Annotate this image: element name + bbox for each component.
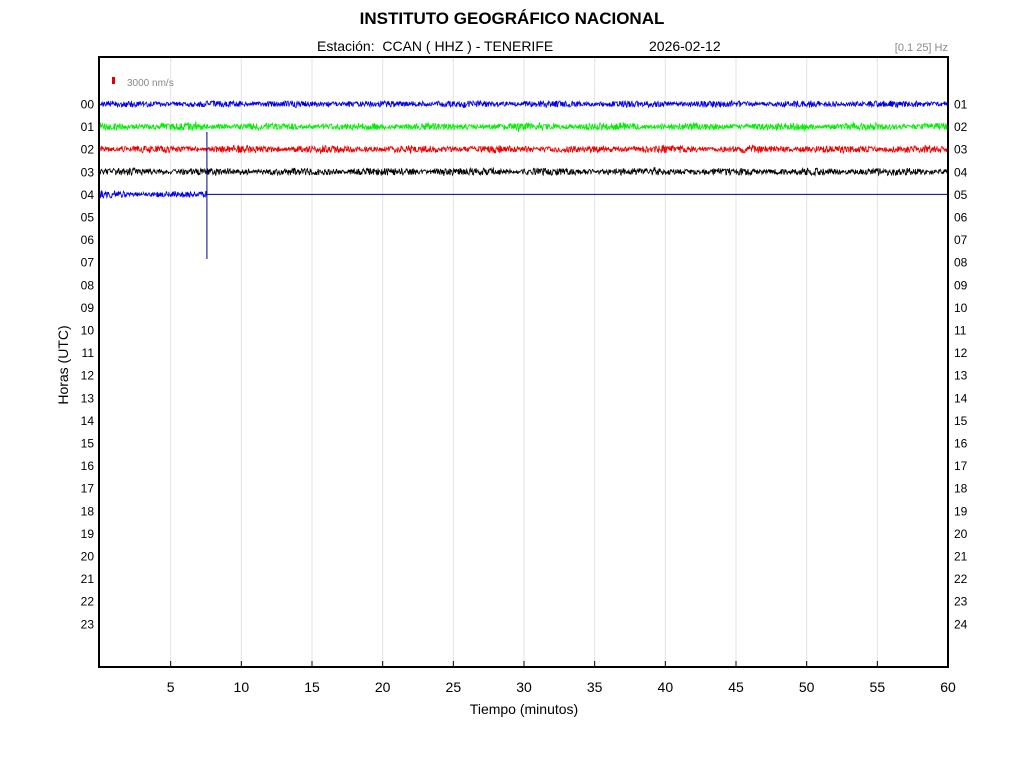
- x-tick-label: 55: [870, 679, 886, 695]
- y-right-tick-label: 03: [954, 143, 968, 157]
- y-right-tick-label: 23: [954, 595, 968, 609]
- y-left-tick-label: 03: [81, 165, 95, 179]
- x-tick-label: 50: [799, 679, 815, 695]
- y-left-tick-label: 00: [81, 98, 95, 112]
- x-tick-label: 40: [658, 679, 674, 695]
- y-right-tick-label: 20: [954, 527, 968, 541]
- page-title: INSTITUTO GEOGRÁFICO NACIONAL: [359, 9, 665, 28]
- grid-lines: [170, 58, 878, 666]
- x-tick-label: 15: [304, 679, 320, 695]
- y-left-tick-label: 23: [81, 617, 95, 631]
- y-right-tick-label: 24: [954, 617, 968, 631]
- y-right-tick-label: 13: [954, 369, 968, 383]
- y-left-tick-label: 16: [81, 459, 95, 473]
- y-left-tick-label: 08: [81, 278, 95, 292]
- trace-hour-4: [99, 189, 208, 200]
- y-left-tick-label: 17: [81, 482, 95, 496]
- scale-bar-label: 3000 nm/s: [127, 78, 174, 89]
- x-tick-label: 30: [516, 679, 532, 695]
- y-right-tick-label: 14: [954, 391, 968, 405]
- y-left-tick-label: 12: [81, 369, 95, 383]
- y-left-tick-label: 05: [81, 211, 95, 225]
- y-left-tick-label: 10: [81, 324, 95, 338]
- trace-hour-2: [99, 144, 949, 155]
- current-time-marker: [206, 132, 948, 259]
- y-right-tick-label: 02: [954, 120, 968, 134]
- y-left-tick-label: 15: [81, 437, 95, 451]
- station-label: Estación: CCAN ( HHZ ) - TENERIFE: [317, 38, 554, 54]
- y-left-tick-label: 13: [81, 391, 95, 405]
- y-right-tick-label: 08: [954, 256, 968, 270]
- y-right-tick-label: 04: [954, 165, 968, 179]
- y-right-tick-label: 16: [954, 437, 968, 451]
- x-tick-label: 20: [375, 679, 391, 695]
- y-left-tick-label: 02: [81, 143, 95, 157]
- y-left-tick-label: 06: [81, 233, 95, 247]
- y-right-tick-label: 07: [954, 233, 968, 247]
- y-right-tick-label: 05: [954, 188, 968, 202]
- x-tick-label: 60: [940, 679, 956, 695]
- y-right-tick-label: 06: [954, 211, 968, 225]
- y-right-tick-label: 17: [954, 459, 968, 473]
- x-tick-label: 5: [167, 679, 175, 695]
- y-right-tick-label: 10: [954, 301, 968, 315]
- y-right-tick-label: 09: [954, 278, 968, 292]
- y-left-tick-label: 01: [81, 120, 95, 134]
- trace-hour-3: [99, 166, 949, 177]
- plot-frame: [98, 56, 949, 668]
- y-left-tick-label: 07: [81, 256, 95, 270]
- y-axis-title: Horas (UTC): [55, 325, 71, 404]
- y-left-tick-label: 11: [82, 346, 95, 360]
- y-right-tick-label: 21: [954, 550, 968, 564]
- y-right-tick-label: 01: [954, 98, 968, 112]
- seismogram-traces: [99, 99, 949, 200]
- y-axis-right-labels: 01 02 03 04 05 06 07 08 09 10 11 12 13 14 15 16 17 18 19 20…: [954, 98, 968, 632]
- x-tick-label: 35: [587, 679, 603, 695]
- y-right-tick-label: 19: [954, 504, 968, 518]
- y-right-tick-label: 18: [954, 482, 968, 496]
- y-right-tick-label: 12: [954, 346, 968, 360]
- y-right-tick-label: 22: [954, 572, 968, 586]
- y-left-tick-label: 14: [81, 414, 95, 428]
- y-axis-left-labels: 00 01 02 03 04 05 06 07 08 09 10 11 12 13 14 15 16 17 18 19…: [81, 98, 95, 632]
- x-axis-title: Tiempo (minutos): [470, 701, 578, 717]
- y-right-tick-label: 15: [954, 414, 968, 428]
- y-left-tick-label: 04: [81, 188, 95, 202]
- y-left-tick-label: 19: [81, 527, 95, 541]
- x-tick-label: 45: [728, 679, 744, 695]
- y-left-tick-label: 20: [81, 550, 95, 564]
- y-right-tick-label: 11: [954, 324, 967, 338]
- trace-hour-0: [99, 99, 949, 109]
- y-left-tick-label: 21: [81, 572, 95, 586]
- x-tick-label: 25: [446, 679, 462, 695]
- scale-bar: 3000 nm/s: [112, 77, 174, 89]
- trace-hour-1: [99, 121, 949, 132]
- y-left-tick-label: 18: [81, 504, 95, 518]
- filter-label: [0.1 25] Hz: [894, 42, 948, 54]
- y-left-tick-label: 22: [81, 595, 95, 609]
- date-label: 2026-02-12: [649, 38, 721, 54]
- scale-bar-marker: [112, 77, 115, 84]
- y-left-tick-label: 09: [81, 301, 95, 315]
- x-tick-label: 10: [234, 679, 250, 695]
- x-axis-ticks: 5 10 15 20 25 30 35 40 45 50 55 60: [167, 661, 956, 695]
